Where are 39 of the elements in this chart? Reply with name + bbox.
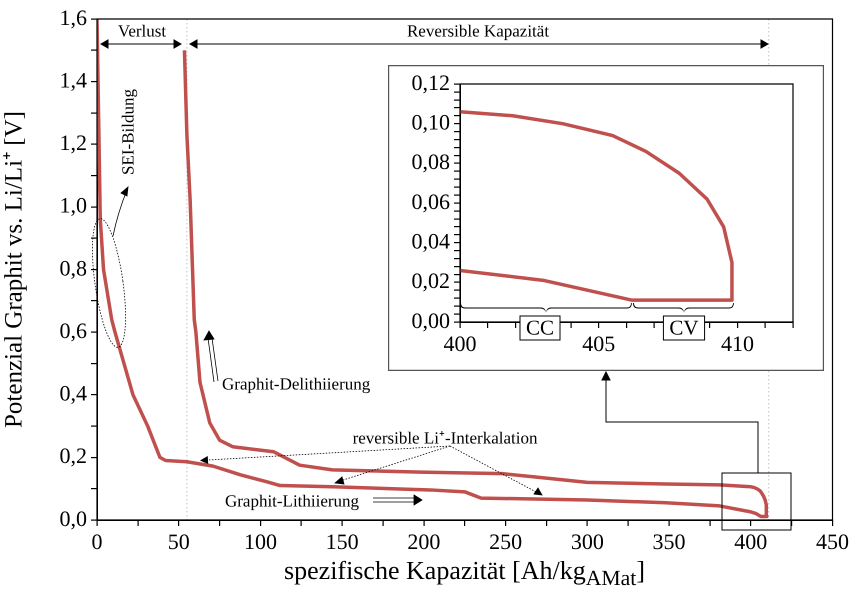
y-tick-label: 0,02: [412, 268, 450, 294]
y-tick-label: 0,6: [60, 318, 87, 343]
x-axis-title: spezifische Kapazität [Ah/kg$_{AMat}$]: [283, 556, 646, 592]
x-tick-label: 405: [582, 330, 616, 356]
x-tick-label: 100: [244, 528, 277, 554]
y-tick-label: 1,4: [60, 67, 87, 92]
y-tick-label: 0,00: [412, 308, 450, 333]
y-tick-label: 0,10: [412, 109, 450, 134]
x-tick-label: 50: [168, 528, 190, 554]
x-tick-label: 0: [92, 528, 102, 554]
y-tick-label: 1,0: [60, 192, 87, 218]
annotation: SEI-Bildung: [118, 88, 138, 175]
y-tick-label: 0,06: [412, 188, 450, 214]
y-tick-label: 0,8: [60, 255, 87, 280]
annotation: reversible Li⁺-Interkalation: [352, 428, 538, 448]
y-tick-label: 1,6: [60, 4, 87, 30]
annotation: Reversible Kapazität: [406, 21, 550, 40]
x-tick-label: 400: [444, 330, 476, 356]
x-tick-label: 250: [489, 528, 522, 554]
annotation: Verlust: [118, 21, 166, 40]
x-tick-label: 410: [721, 330, 754, 356]
y-axis-title: Potenzial Graphit vs. Li/Li⁺ [V]: [0, 111, 28, 428]
y-tick-label: 1,2: [60, 130, 87, 156]
annotation: CV: [669, 316, 699, 340]
x-tick-label: 450: [816, 528, 849, 554]
x-tick-label: 400: [734, 528, 768, 554]
annotation: Graphit-Lithiierung: [224, 491, 360, 510]
y-tick-label: 0,12: [412, 70, 450, 95]
x-tick-label: 200: [407, 528, 440, 554]
annotation: CC: [526, 316, 554, 340]
y-tick-label: 0,4: [60, 380, 87, 406]
y-tick-label: 0,08: [412, 149, 450, 174]
y-tick-label: 0,2: [60, 443, 87, 468]
annotation: Graphit-Delithiierung: [222, 374, 371, 394]
x-tick-label: 300: [570, 528, 604, 554]
y-tick-label: 0,0: [60, 506, 87, 531]
x-tick-label: 350: [652, 528, 686, 554]
x-tick-label: 150: [326, 528, 359, 554]
y-tick-label: 0,04: [412, 228, 450, 254]
